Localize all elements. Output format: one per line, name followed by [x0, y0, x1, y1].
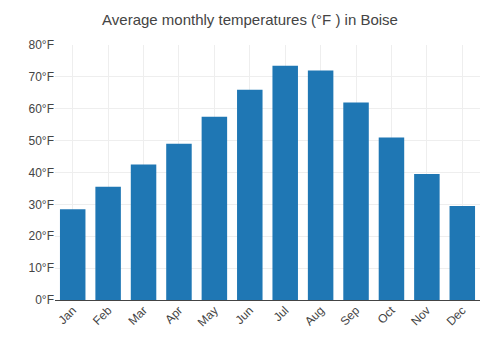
- svg-text:70°F: 70°F: [29, 70, 54, 84]
- svg-text:Nov: Nov: [408, 303, 433, 328]
- svg-text:20°F: 20°F: [29, 229, 54, 243]
- svg-text:Feb: Feb: [90, 303, 115, 328]
- svg-text:Aug: Aug: [302, 303, 327, 328]
- svg-text:80°F: 80°F: [29, 38, 54, 52]
- svg-text:Apr: Apr: [162, 303, 185, 326]
- svg-text:Dec: Dec: [444, 303, 469, 328]
- svg-text:Mar: Mar: [125, 303, 150, 328]
- svg-text:Jan: Jan: [55, 303, 79, 327]
- svg-text:40°F: 40°F: [29, 166, 54, 180]
- svg-text:30°F: 30°F: [29, 198, 54, 212]
- svg-text:10°F: 10°F: [29, 261, 54, 275]
- svg-text:Sep: Sep: [337, 303, 362, 328]
- svg-text:Average monthly temperatures (: Average monthly temperatures (°F ) in Bo…: [102, 11, 398, 28]
- svg-text:Jun: Jun: [233, 303, 257, 327]
- svg-text:May: May: [195, 303, 221, 329]
- svg-text:0°F: 0°F: [35, 293, 54, 307]
- svg-text:60°F: 60°F: [29, 102, 54, 116]
- svg-text:Jul: Jul: [271, 303, 292, 324]
- svg-text:Oct: Oct: [375, 303, 399, 327]
- svg-text:50°F: 50°F: [29, 134, 54, 148]
